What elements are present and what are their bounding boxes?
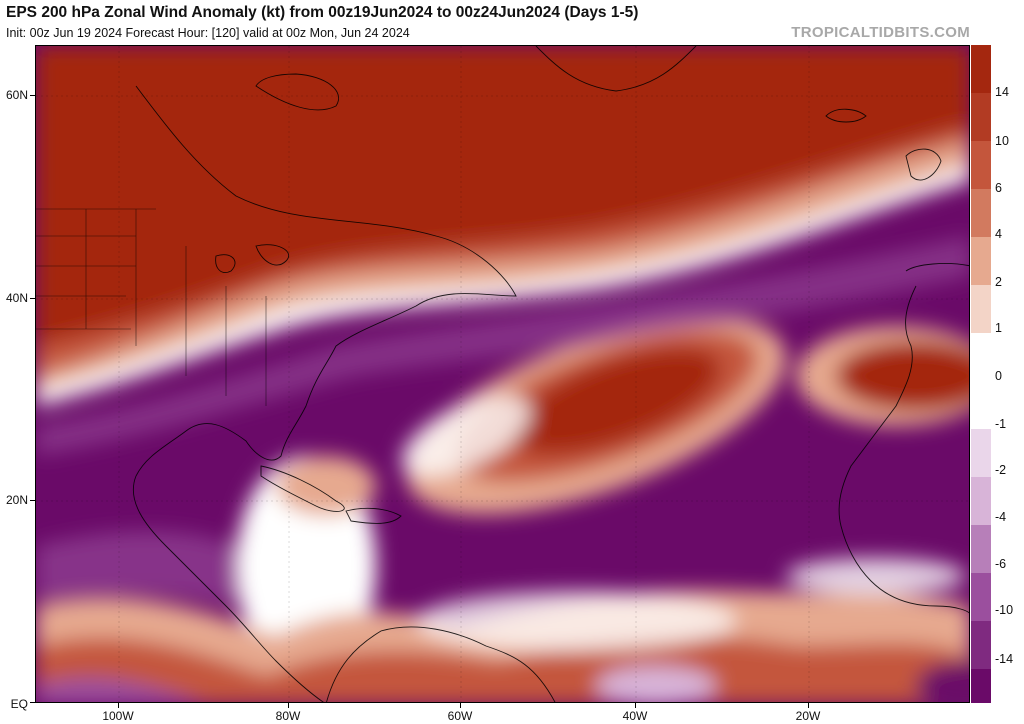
colorbar-label: 14 <box>995 85 1009 99</box>
lon-label-20w: 20W <box>795 709 821 723</box>
colorbar-label: 6 <box>995 181 1002 195</box>
colorbar-label: 1 <box>995 321 1002 335</box>
colorbar-label: -4 <box>995 510 1007 524</box>
colorbar-segment <box>971 189 991 237</box>
lon-tick <box>460 703 461 708</box>
colorbar-segment <box>971 429 991 477</box>
lat-tick <box>30 298 35 299</box>
lat-label-eq: EQ <box>10 697 28 711</box>
colorbar-label: -6 <box>995 557 1007 571</box>
colorbar-segment <box>971 45 991 93</box>
lat-tick <box>30 702 35 703</box>
map-canvas <box>36 46 969 702</box>
lat-label-60n: 60N <box>5 88 28 102</box>
colorbar-label: -10 <box>995 603 1014 617</box>
colorbar-segment <box>971 141 991 189</box>
lat-tick <box>30 500 35 501</box>
lon-tick <box>635 703 636 708</box>
lon-tick <box>808 703 809 708</box>
map-title: EPS 200 hPa Zonal Wind Anomaly (kt) from… <box>6 4 639 21</box>
state-borders <box>36 208 267 406</box>
lat-label-40n: 40N <box>5 291 28 305</box>
lon-label-100w: 100W <box>102 709 134 723</box>
colorbar-label: 2 <box>995 275 1002 289</box>
colorbar-label: -1 <box>995 417 1007 431</box>
colorbar-label: 4 <box>995 227 1002 241</box>
init-subtitle: Init: 00z Jun 19 2024 Forecast Hour: [12… <box>6 26 410 40</box>
colorbar-label: 10 <box>995 134 1009 148</box>
lat-tick <box>30 95 35 96</box>
lat-label-20n: 20N <box>5 493 28 507</box>
lon-label-40w: 40W <box>622 709 648 723</box>
colorbar-segment <box>971 573 991 621</box>
anomaly-field <box>36 46 969 702</box>
brand-watermark: TROPICALTIDBITS.COM <box>791 24 970 41</box>
colorbar-segment <box>971 237 991 285</box>
colorbar-label: -14 <box>995 652 1014 666</box>
colorbar-segment <box>971 525 991 573</box>
colorbar-label: -2 <box>995 463 1007 477</box>
colorbar-segment <box>971 477 991 525</box>
lon-label-60w: 60W <box>447 709 473 723</box>
colorbar-segment <box>971 285 991 333</box>
wind-anomaly-map <box>35 45 970 703</box>
colorbar-segment <box>971 621 991 669</box>
colorbar <box>971 45 991 703</box>
graticule <box>36 46 969 702</box>
colorbar-segment <box>971 333 991 429</box>
coastlines <box>132 46 969 702</box>
colorbar-label: 0 <box>995 369 1002 383</box>
colorbar-segment <box>971 669 991 703</box>
colorbar-segment <box>971 93 991 141</box>
lon-label-80w: 80W <box>275 709 301 723</box>
lon-tick <box>118 703 119 708</box>
lon-tick <box>288 703 289 708</box>
